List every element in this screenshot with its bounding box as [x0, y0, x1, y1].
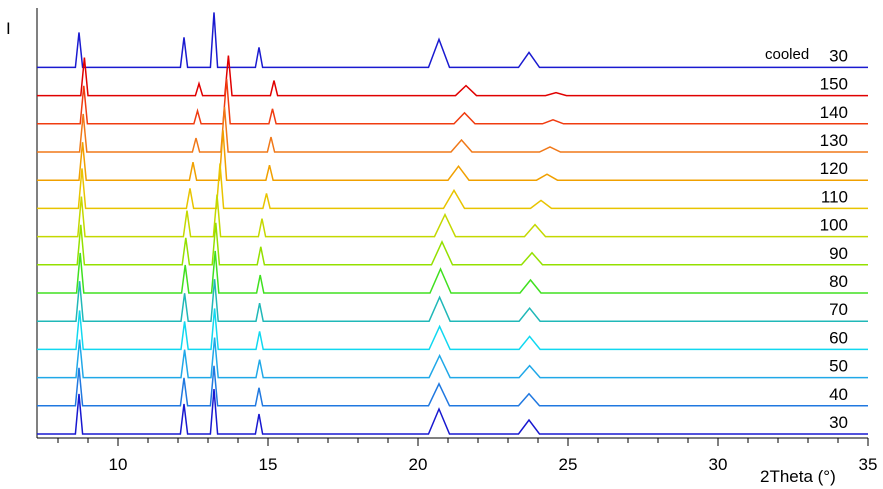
series-label: 120	[820, 159, 848, 178]
series-label: 110	[821, 187, 848, 206]
series-label: 140	[820, 103, 848, 122]
series-label: 70	[829, 300, 848, 319]
y-axis-label: I	[6, 19, 11, 38]
pattern-line	[37, 279, 868, 322]
pattern-line	[37, 106, 868, 153]
pattern-line	[37, 55, 868, 97]
pattern-line	[37, 78, 868, 125]
series-label: 30	[829, 46, 848, 65]
x-tick-label: 15	[259, 455, 278, 474]
x-tick-label: 35	[859, 455, 878, 474]
pattern-line	[37, 130, 868, 181]
series-label: 130	[820, 131, 848, 150]
pattern-line	[37, 222, 868, 266]
pattern-line	[37, 308, 868, 351]
x-axis-label: 2Theta (°)	[760, 467, 836, 486]
series-label: 30	[829, 413, 848, 432]
series-label: 50	[829, 357, 848, 376]
series-label: 150	[820, 75, 848, 94]
annotation: cooled	[765, 46, 809, 63]
series-label: 60	[829, 328, 848, 347]
series-label: 80	[829, 272, 848, 291]
pattern-line	[37, 365, 868, 407]
series-label: 40	[829, 385, 848, 404]
series-label: 100	[820, 216, 848, 235]
pattern-line	[37, 388, 868, 435]
series-label: 90	[829, 244, 848, 263]
x-tick-label: 25	[559, 455, 578, 474]
x-tick-label: 20	[409, 455, 428, 474]
pattern-line	[37, 194, 868, 238]
x-tick-label: 10	[109, 455, 128, 474]
pattern-line	[37, 250, 868, 294]
pattern-line	[37, 337, 868, 379]
pattern-line	[37, 163, 868, 210]
pattern-line	[37, 12, 868, 69]
x-tick-label: 30	[709, 455, 728, 474]
